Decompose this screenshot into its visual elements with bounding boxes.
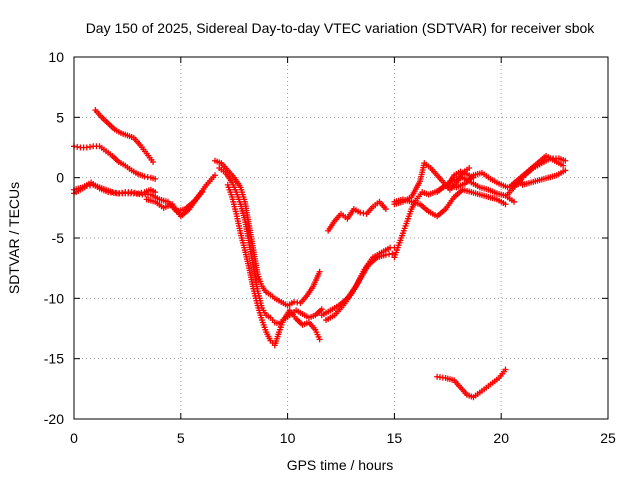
data-point <box>562 167 569 174</box>
x-tick-label: 0 <box>70 430 78 446</box>
data-point <box>389 250 396 257</box>
series-trace-5 <box>143 172 218 220</box>
y-tick-label: 5 <box>56 109 64 125</box>
data-point <box>318 306 325 313</box>
x-tick-label: 5 <box>177 430 185 446</box>
series-trace-7 <box>216 165 325 327</box>
series-trace-10 <box>323 250 396 324</box>
data-point <box>382 206 389 213</box>
x-tick-label: 25 <box>600 430 616 446</box>
plot-frame <box>73 56 609 420</box>
y-tick-label: -15 <box>44 351 64 367</box>
series-trace-14 <box>391 186 509 220</box>
y-tick-label: -5 <box>52 230 65 246</box>
series-trace-19 <box>519 167 569 188</box>
data-point <box>502 201 509 208</box>
y-tick-label: 0 <box>56 170 64 186</box>
data-point <box>150 158 157 165</box>
data-point <box>511 198 518 205</box>
x-axis-label: GPS time / hours <box>287 457 394 473</box>
x-tick-label: 20 <box>493 430 509 446</box>
y-axis-label: SDTVAR / TECUs <box>6 182 22 294</box>
series-trace-18 <box>508 152 567 188</box>
chart-title: Day 150 of 2025, Sidereal Day-to-day VTE… <box>86 20 596 36</box>
series-trace-2 <box>71 143 159 182</box>
data-layer <box>71 107 569 401</box>
data-point <box>560 162 567 169</box>
series-trace-8 <box>224 181 323 349</box>
y-tick-label: -10 <box>44 290 64 306</box>
series-trace-20 <box>434 366 509 401</box>
data-point <box>211 172 218 179</box>
x-tick-label: 15 <box>387 430 403 446</box>
data-point <box>562 157 569 164</box>
data-point <box>316 268 323 275</box>
data-point <box>316 336 323 343</box>
data-point <box>466 165 473 172</box>
data-point <box>152 175 159 182</box>
y-tick-label: 10 <box>48 49 64 65</box>
y-tick-label: -20 <box>44 411 64 427</box>
series-trace-11 <box>325 198 389 234</box>
data-point <box>502 366 509 373</box>
series-trace-1 <box>92 107 157 165</box>
x-tick-label: 10 <box>280 430 296 446</box>
